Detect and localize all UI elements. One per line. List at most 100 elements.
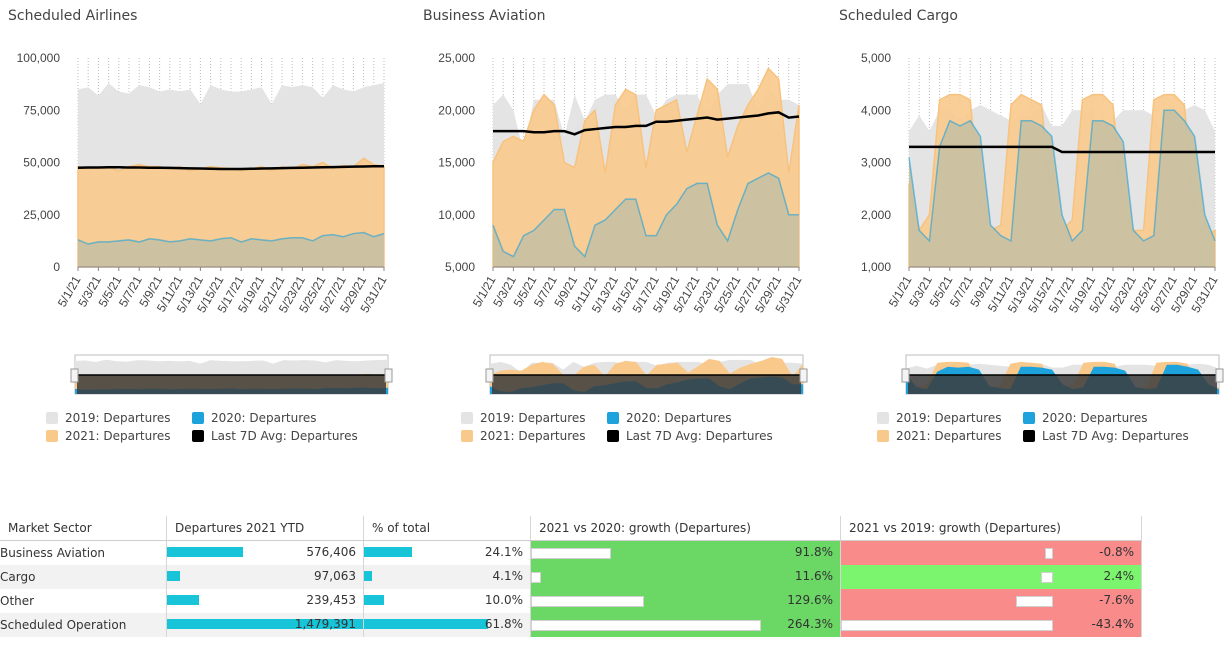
pct-bar xyxy=(364,619,488,629)
cell-growth-2020: 264.3% xyxy=(530,613,841,637)
y-tick-label: 3,000 xyxy=(861,156,891,170)
table-header-row: Market Sector Departures 2021 YTD % of t… xyxy=(0,516,1142,541)
chart-panel-scheduled-airlines: Scheduled Airlines 0 25,000 50,000 75,000 10… xyxy=(0,0,400,460)
growth-2019-bar xyxy=(841,620,1053,631)
legend-label: 2020: Departures xyxy=(211,411,317,425)
legend-item-2019[interactable]: 2019: Departures xyxy=(877,411,1002,425)
cell-growth-2019: -43.4% xyxy=(840,613,1142,637)
cell-growth-2020: 129.6% xyxy=(530,589,841,613)
table-row[interactable]: Scheduled Operation 1,479,391 61.8% 264.3% -… xyxy=(0,613,1142,637)
growth-2020-bar xyxy=(531,596,644,607)
market-sector-table: Market Sector Departures 2021 YTD % of t… xyxy=(0,516,1142,637)
cell-departures: 1,479,391 xyxy=(166,613,364,637)
y-tick-label: 20,000 xyxy=(438,103,475,117)
legend-label: 2019: Departures xyxy=(896,411,1002,425)
swatch-avg xyxy=(607,430,619,442)
header-growth-2020[interactable]: 2021 vs 2020: growth (Departures) xyxy=(530,516,841,541)
legend-label: Last 7D Avg: Departures xyxy=(626,429,773,443)
pct-value: 61.8% xyxy=(484,617,523,631)
swatch-2019 xyxy=(46,412,58,424)
y-tick-label: 25,000 xyxy=(438,51,475,65)
legend-item-2019[interactable]: 2019: Departures xyxy=(461,411,586,425)
growth-2020-value: 11.6% xyxy=(794,569,833,583)
legend-item-avg[interactable]: Last 7D Avg: Departures xyxy=(607,429,773,443)
cell-sector: Cargo xyxy=(0,565,167,589)
area-2020 xyxy=(78,232,384,267)
legend-item-2020[interactable]: 2020: Departures xyxy=(1023,411,1148,425)
legend-item-2021[interactable]: 2021: Departures xyxy=(461,429,586,443)
navigator-handle-left[interactable] xyxy=(485,368,494,383)
chart-panel-business-aviation: Business Aviation 5,000 10,000 15,000 20,00… xyxy=(415,0,815,460)
y-tick-label: 15,000 xyxy=(438,156,475,170)
y-tick-label: 5,000 xyxy=(445,260,475,274)
growth-2019-value: -43.4% xyxy=(1091,617,1134,631)
swatch-avg xyxy=(192,430,204,442)
navigator-handle-left[interactable] xyxy=(70,368,79,383)
header-growth-2019[interactable]: 2021 vs 2019: growth (Departures) xyxy=(840,516,1142,541)
line-2020 xyxy=(77,231,385,245)
pct-value: 4.1% xyxy=(492,569,524,583)
growth-2020-bar xyxy=(531,548,611,559)
navigator-handle-right[interactable] xyxy=(1215,368,1224,383)
legend-label: 2021: Departures xyxy=(65,429,171,443)
cell-pct: 24.1% xyxy=(363,540,531,565)
departures-bar xyxy=(167,595,199,605)
growth-2020-value: 91.8% xyxy=(794,545,833,559)
table-row[interactable]: Business Aviation 576,406 24.1% 91.8% -0.8% xyxy=(0,540,1142,565)
departures-bar xyxy=(167,547,243,557)
area-chart-scheduled-airlines: 025,00050,00075,000100,0005/1/215/3/215/… xyxy=(17,51,393,395)
legend-label: 2019: Departures xyxy=(480,411,586,425)
navigator-handle-right[interactable] xyxy=(799,368,808,383)
legend-item-2020[interactable]: 2020: Departures xyxy=(607,411,732,425)
swatch-2020 xyxy=(1023,412,1035,424)
cell-departures: 239,453 xyxy=(166,589,364,613)
swatch-2019 xyxy=(877,412,889,424)
line-2020 xyxy=(492,172,799,258)
swatch-2020 xyxy=(607,412,619,424)
y-tick-label: 2,000 xyxy=(861,208,891,222)
legend-item-2021[interactable]: 2021: Departures xyxy=(877,429,1002,443)
table-row[interactable]: Other 239,453 10.0% 129.6% -7.6% xyxy=(0,589,1142,613)
growth-2019-bar xyxy=(1045,548,1053,559)
header-pct-total[interactable]: % of total xyxy=(363,516,531,541)
header-market-sector[interactable]: Market Sector xyxy=(0,516,167,541)
legend-item-avg[interactable]: Last 7D Avg: Departures xyxy=(1023,429,1189,443)
navigator-handle-left[interactable] xyxy=(901,368,910,383)
cell-pct: 61.8% xyxy=(363,613,531,637)
table-row[interactable]: Cargo 97,063 4.1% 11.6% 2.4% xyxy=(0,565,1142,589)
y-tick-label: 0 xyxy=(53,260,60,274)
growth-2020-bar xyxy=(531,572,541,583)
navigator-handle-right[interactable] xyxy=(384,368,393,383)
swatch-2021 xyxy=(46,430,58,442)
legend-item-2020[interactable]: 2020: Departures xyxy=(192,411,317,425)
legend-label: 2021: Departures xyxy=(480,429,586,443)
y-tick-label: 4,000 xyxy=(861,103,891,117)
legend-item-2021[interactable]: 2021: Departures xyxy=(46,429,171,443)
legend-item-avg[interactable]: Last 7D Avg: Departures xyxy=(192,429,358,443)
growth-2019-value: 2.4% xyxy=(1103,569,1135,583)
navigator-selection xyxy=(908,375,1217,394)
chart-title: Scheduled Airlines xyxy=(8,8,138,24)
chart-panel-scheduled-cargo: Scheduled Cargo 1,000 2,000 3,000 4,000 5,00… xyxy=(831,0,1229,460)
y-tick-label: 10,000 xyxy=(438,208,475,222)
legend-item-2019[interactable]: 2019: Departures xyxy=(46,411,171,425)
growth-2019-value: -0.8% xyxy=(1099,545,1134,559)
growth-2020-value: 129.6% xyxy=(787,593,833,607)
legend-label: 2021: Departures xyxy=(896,429,1002,443)
departures-bar xyxy=(167,619,363,629)
header-departures[interactable]: Departures 2021 YTD xyxy=(166,516,364,541)
cell-departures: 97,063 xyxy=(166,565,364,589)
line-2020 xyxy=(908,109,1216,243)
navigator-selection xyxy=(492,375,801,394)
cell-pct: 10.0% xyxy=(363,589,531,613)
departures-value: 1,479,391 xyxy=(294,617,356,631)
area-2020 xyxy=(493,172,799,267)
y-tick-label: 25,000 xyxy=(23,208,60,222)
departures-value: 239,453 xyxy=(306,593,356,607)
area-chart-scheduled-cargo: 1,0002,0003,0004,0005,0005/1/215/3/215/5… xyxy=(861,51,1224,395)
navigator-selection xyxy=(77,375,386,394)
legend-label: Last 7D Avg: Departures xyxy=(1042,429,1189,443)
swatch-2021 xyxy=(461,430,473,442)
departures-value: 576,406 xyxy=(306,545,356,559)
cell-growth-2020: 11.6% xyxy=(530,565,841,589)
